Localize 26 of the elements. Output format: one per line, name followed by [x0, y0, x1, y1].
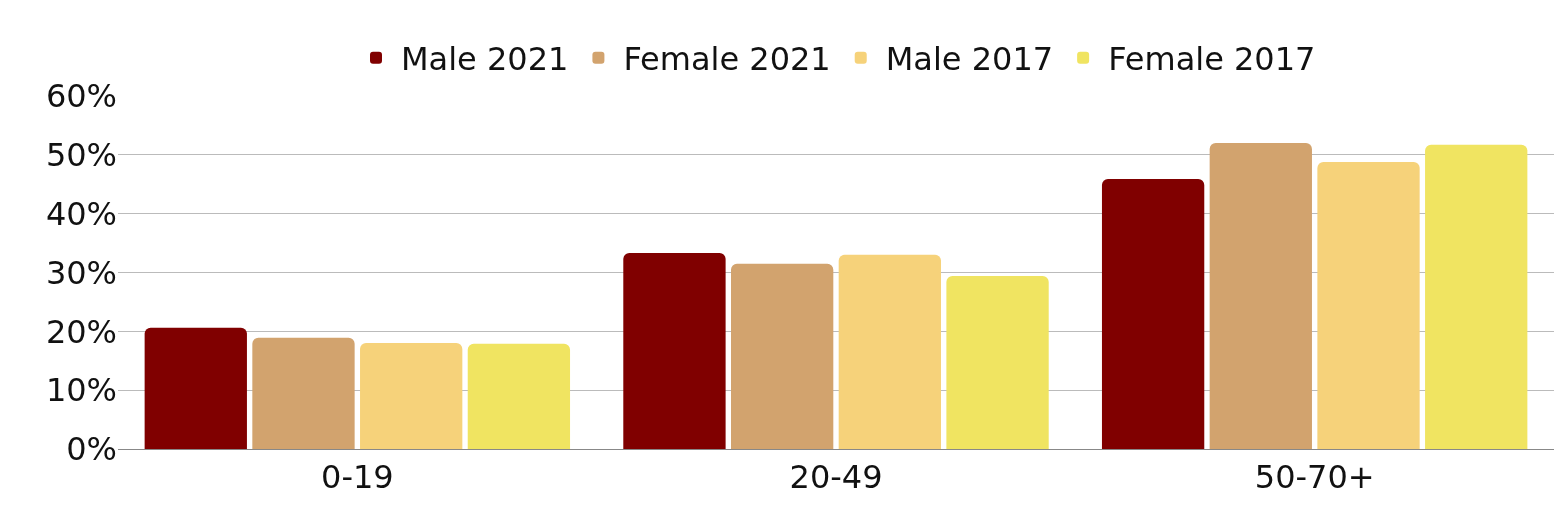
y-tick-label: 20%	[45, 312, 117, 351]
bar	[252, 337, 355, 449]
y-tick-label: 60%	[45, 77, 117, 116]
bar	[838, 254, 942, 449]
bar	[1425, 144, 1528, 449]
x-tick-label: 20-49	[789, 458, 883, 497]
y-tick-label: 30%	[45, 253, 117, 292]
x-tick-label: 0-19	[321, 458, 394, 497]
bar	[730, 263, 834, 449]
bar	[1209, 143, 1312, 449]
y-tick-label: 0%	[66, 430, 117, 469]
bar	[1317, 161, 1420, 449]
legend-label: Female 2017	[1108, 40, 1316, 79]
bar	[467, 343, 571, 449]
bar	[144, 327, 247, 449]
legend-label: Female 2021	[623, 40, 831, 79]
bar	[360, 343, 463, 449]
bar	[623, 253, 726, 449]
y-tick-label: 50%	[45, 136, 117, 175]
bar	[1101, 178, 1205, 449]
legend-label: Male 2017	[885, 40, 1054, 79]
x-tick-label: 50-70+	[1254, 458, 1375, 497]
y-tick-label: 10%	[45, 371, 117, 410]
y-tick-label: 40%	[45, 194, 117, 233]
legend-label: Male 2021	[401, 40, 569, 79]
bar	[946, 276, 1049, 449]
